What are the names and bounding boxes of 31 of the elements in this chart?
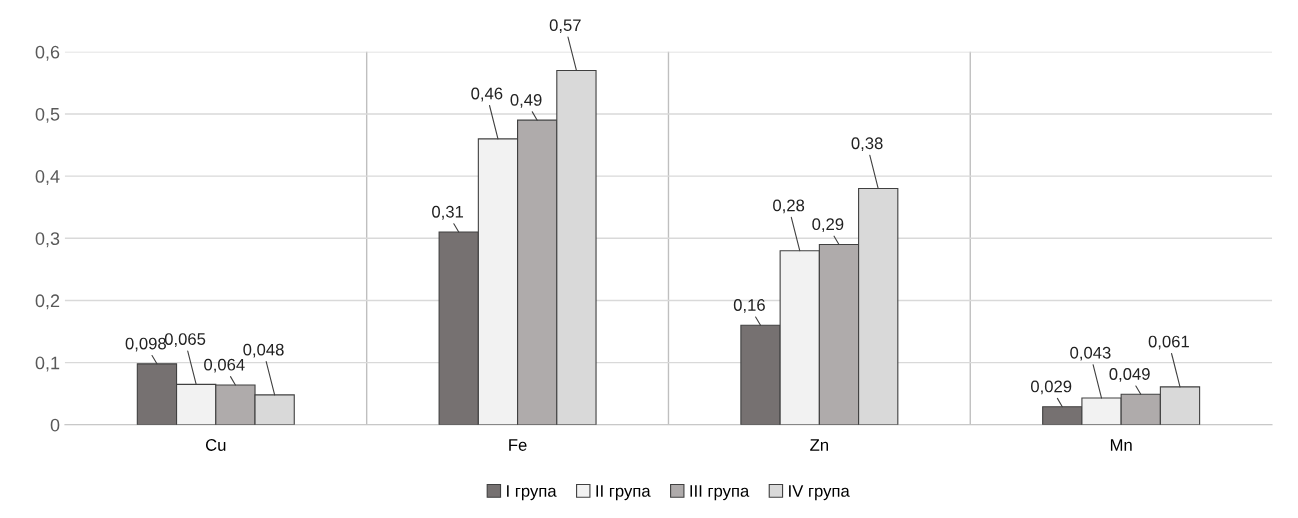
- data-label: 0,061: [1148, 335, 1189, 350]
- x-tick-label: Fe: [509, 439, 527, 451]
- y-tick-label: 0,1: [35, 356, 60, 372]
- data-label: 0,064: [204, 358, 245, 373]
- y-tick-label: 0: [50, 418, 60, 432]
- x-tick-label: Mn: [1110, 439, 1132, 451]
- y-tick-label: 0,2: [35, 294, 60, 310]
- data-label: 0,57: [549, 19, 581, 34]
- data-label: 0,049: [1109, 368, 1150, 382]
- data-label: 0,31: [432, 205, 464, 220]
- data-label: 0,043: [1070, 346, 1111, 361]
- data-label: 0,38: [851, 137, 883, 152]
- data-label: 0,029: [1030, 380, 1072, 395]
- data-label: 0,16: [733, 299, 765, 313]
- data-label: 0,28: [773, 199, 805, 214]
- y-tick-label: 0,6: [35, 45, 60, 61]
- data-label: 0,29: [812, 218, 844, 233]
- x-tick-label: Zn: [810, 439, 829, 451]
- y-tick-label: 0,3: [35, 232, 60, 248]
- legend-label: I група: [507, 485, 557, 501]
- data-label: 0,49: [510, 93, 542, 108]
- legend-label: III група: [690, 485, 750, 501]
- data-label: 0,098: [125, 337, 166, 352]
- legend-label: IV група: [789, 485, 850, 501]
- x-tick-label: Cu: [205, 439, 226, 451]
- legend-label: II група: [596, 485, 651, 501]
- data-label: 0,065: [164, 333, 206, 347]
- data-label: 0,048: [243, 343, 284, 358]
- data-label: 0,46: [471, 87, 503, 102]
- y-tick-label: 0,4: [35, 170, 60, 185]
- y-tick-label: 0,5: [35, 107, 60, 123]
